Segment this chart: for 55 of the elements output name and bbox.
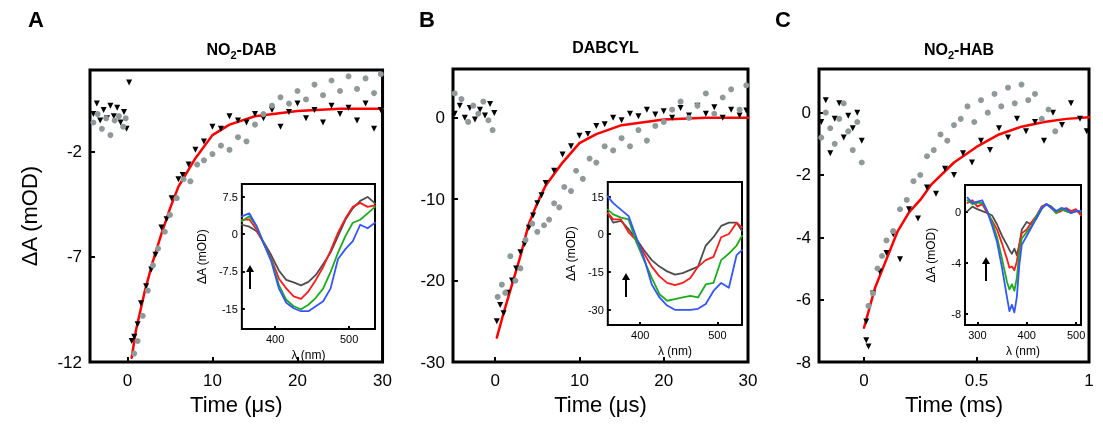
y-tick-label: -30	[420, 352, 445, 372]
x-tick-label: 0.5	[964, 371, 989, 390]
x-tick-label: 300	[968, 328, 987, 341]
y-tick-label: 0	[231, 228, 238, 241]
chart-title: DABCYL	[572, 38, 640, 56]
x-axis-title: Time (μs)	[554, 392, 647, 418]
y-tick-label: -30	[587, 303, 604, 316]
y-tick-label: -2	[66, 142, 82, 162]
y-tick-label: 0	[801, 103, 811, 123]
x-tick-label: 20	[288, 371, 307, 390]
x-tick-label: 400	[631, 328, 650, 341]
y-tick-label: -8	[951, 307, 961, 320]
y-tick-label: 15	[591, 190, 604, 203]
y-axis-title: ΔA (mOD)	[195, 229, 209, 284]
x-tick-label: 0	[122, 371, 133, 390]
x-tick-label: 0	[859, 371, 869, 390]
x-axis-title: λ (nm)	[657, 344, 692, 358]
x-tick-label: 400	[1017, 328, 1036, 341]
x-tick-label: 500	[339, 332, 359, 345]
x-axis-title: λ (nm)	[291, 348, 326, 362]
x-tick-label: 10	[569, 371, 589, 390]
x-axis-title: Time (μs)	[190, 392, 283, 418]
x-tick-label: 500	[708, 328, 727, 341]
y-tick-label: -6	[795, 290, 811, 310]
y-tick-label: 0	[954, 205, 961, 218]
text: C	[775, 6, 791, 32]
y-axis-title: ΔA (mOD)	[564, 226, 578, 281]
x-tick-label: 10	[203, 371, 222, 390]
y-tick-label: -15	[587, 265, 604, 278]
x-tick-label: 400	[265, 332, 285, 345]
x-tick-label: 0	[490, 371, 500, 390]
x-tick-label: 20	[654, 371, 674, 390]
y-tick-label: -4	[795, 227, 811, 247]
y-tick-label: 0	[435, 108, 445, 128]
x-tick-label: 30	[738, 371, 758, 390]
y-tick-label: -2	[795, 165, 811, 185]
text: B	[419, 6, 435, 32]
y-axis-title: ΔA (mOD)	[924, 227, 938, 283]
y-tick-label: -12	[57, 352, 82, 372]
y-tick-label: 0	[597, 228, 604, 241]
y-tick-label: -15	[221, 302, 238, 315]
y-tick-label: -4	[951, 256, 961, 269]
x-tick-label: 500	[1066, 328, 1086, 341]
text: A	[28, 6, 44, 32]
x-tick-label: 1	[1084, 371, 1094, 390]
y-tick-label: 7.5	[222, 190, 238, 203]
x-tick-label: 30	[373, 371, 393, 390]
y-tick-label: -8	[795, 352, 811, 372]
y-tick-label: -20	[420, 271, 445, 291]
x-axis-title: λ (nm)	[1006, 344, 1040, 358]
y-tick-label: -7	[66, 247, 82, 267]
y-axis-title: ΔA (mOD)	[16, 165, 42, 267]
y-tick-label: -7.5	[218, 265, 238, 278]
y-tick-label: -10	[420, 189, 445, 209]
x-axis-title: Time (ms)	[904, 392, 1004, 418]
